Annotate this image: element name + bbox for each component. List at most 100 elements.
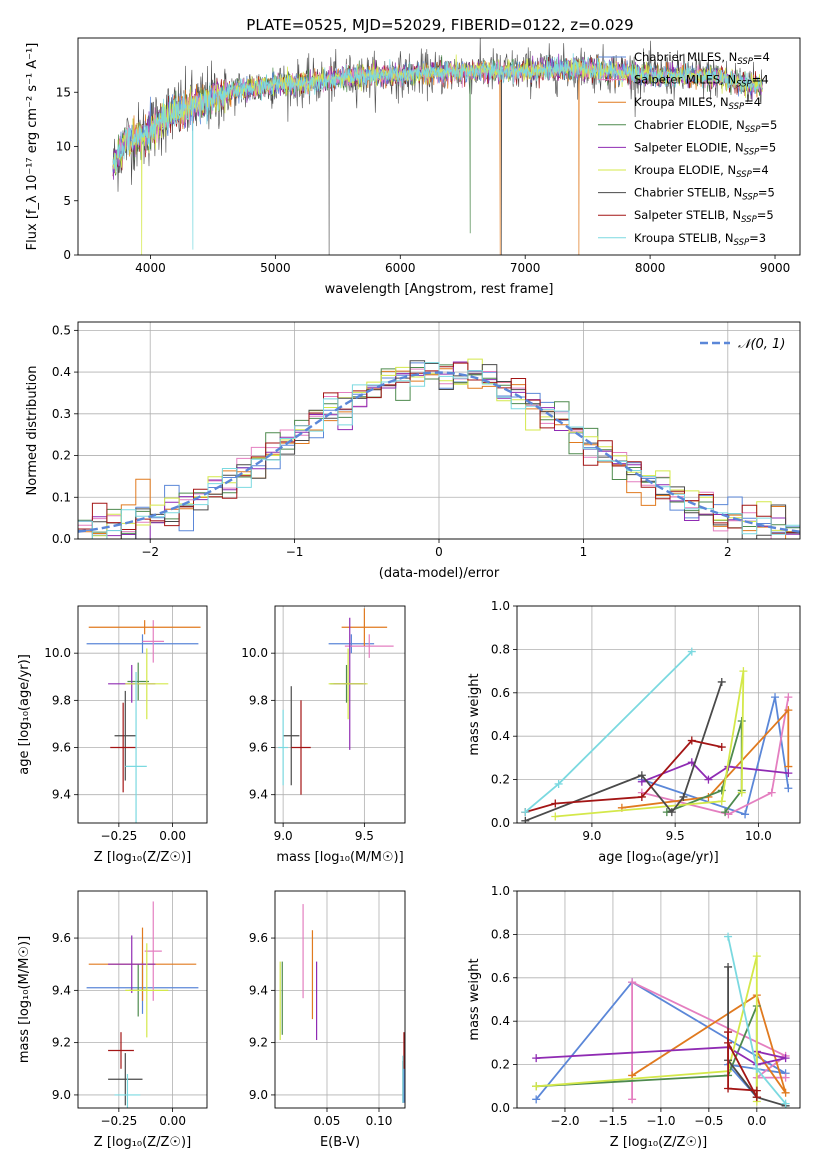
legend-entry-subscript: SSP xyxy=(742,193,758,203)
data-point xyxy=(781,1088,790,1097)
data-point xyxy=(551,812,560,821)
y-tick-label: 9.6 xyxy=(52,931,71,945)
errorbar-chabrier-elodie xyxy=(127,662,149,701)
legend-entry-tail: =4 xyxy=(752,73,769,87)
x-axis-label: wavelength [Angstrom, rest frame] xyxy=(325,282,554,297)
x-tick-label: 0 xyxy=(435,545,443,559)
weight-vs-age-plot-area xyxy=(521,647,793,823)
x-axis-label: Z [log₁₀(Z/Z☉)] xyxy=(94,1135,191,1150)
x-tick-label: 9.0 xyxy=(274,829,293,843)
x-tick-label: 9000 xyxy=(760,261,791,275)
axes-frame xyxy=(274,605,406,824)
data-point xyxy=(737,788,746,797)
x-axis-label: E(B-V) xyxy=(320,1135,360,1150)
data-point xyxy=(724,1028,733,1037)
legend-entry-text: Chabrier STELIB, N xyxy=(634,186,742,200)
legend-entry-subscript: SSP xyxy=(744,147,760,157)
axes-frame xyxy=(77,890,208,1109)
axes-frame xyxy=(516,890,801,1109)
x-tick-label: 6000 xyxy=(385,261,416,275)
y-tick-label: 9.8 xyxy=(249,693,268,707)
legend-entry-tail: =3 xyxy=(749,231,766,245)
weight-line-salpeter-miles-path xyxy=(641,696,790,816)
data-point xyxy=(752,1064,761,1073)
x-axis-label: Z [log₁₀(Z/Z☉)] xyxy=(94,850,191,865)
data-point xyxy=(687,736,696,745)
y-tick-label: 0.3 xyxy=(52,407,71,421)
legend-entry-subscript: SSP xyxy=(736,170,752,180)
data-point xyxy=(724,1038,733,1047)
y-tick-label: 1.0 xyxy=(491,599,510,613)
data-point xyxy=(667,808,676,817)
data-point xyxy=(784,706,793,715)
y-tick-label: 10.0 xyxy=(241,646,268,660)
age-vs-Z-plot-area xyxy=(86,620,201,823)
y-tick-label: 0.2 xyxy=(491,1058,510,1072)
data-point xyxy=(637,771,646,780)
y-tick-label: 0.8 xyxy=(491,927,510,941)
data-point xyxy=(721,808,730,817)
data-point xyxy=(784,769,793,778)
errorbar-kroupa-stelib xyxy=(278,709,288,786)
weight-line-salpeter-miles xyxy=(637,693,793,819)
data-point xyxy=(724,962,733,971)
weight-vs-age-panel: 9.0 9.5 10.0 0.0 0.2 0.4 0.6 0.8 1.0 age [log₁₀(a… xyxy=(467,599,801,865)
data-point xyxy=(724,1084,733,1093)
y-tick-label: 9.6 xyxy=(249,931,268,945)
legend-entry: Chabrier MILES, NSSP=4 xyxy=(634,50,770,67)
x-tick-label: 9.5 xyxy=(355,829,374,843)
data-point xyxy=(532,1082,541,1091)
histogram-kroupa-stelib xyxy=(78,362,800,539)
x-tick-label: 0.05 xyxy=(314,1114,341,1128)
y-tick-label: 9.0 xyxy=(249,1088,268,1102)
x-tick-label: −1.5 xyxy=(598,1114,627,1128)
errorbar-salpeter-stelib xyxy=(291,700,311,795)
weight-vs-Z-plot-area xyxy=(532,932,790,1108)
legend-entry: Chabrier ELODIE, NSSP=5 xyxy=(634,118,777,135)
y-axis-label: Flux [f_λ 10⁻¹⁷ erg cm⁻² s⁻¹ A⁻¹] xyxy=(25,43,40,251)
legend-entry: Salpeter ELODIE, NSSP=5 xyxy=(634,140,776,157)
legend-entry-subscript: SSP xyxy=(736,80,752,90)
gaussian-curve xyxy=(78,371,800,533)
x-tick-label: 0.00 xyxy=(159,1114,186,1128)
x-tick-label: 7000 xyxy=(510,261,541,275)
y-tick-label: 0.0 xyxy=(491,1101,510,1115)
x-tick-label: −0.5 xyxy=(694,1114,723,1128)
y-axis-label: mass weight xyxy=(467,673,482,755)
errorbar-chabrier-stelib xyxy=(114,690,137,781)
weight-line-chabrier-stelib xyxy=(521,677,726,823)
data-point xyxy=(717,743,726,752)
data-point xyxy=(739,667,748,676)
x-axis-label: (data-model)/error xyxy=(379,566,500,581)
y-tick-label: 9.4 xyxy=(249,788,268,802)
data-point xyxy=(781,1073,790,1082)
spectrum-panel: 4000 5000 6000 7000 8000 9000 0 5 10 15 wavelength… xyxy=(25,37,801,297)
x-tick-label: 0.0 xyxy=(747,1114,766,1128)
y-tick-label: 0.1 xyxy=(52,490,71,504)
age-vs-mass-panel: 9.0 9.5 9.4 9.6 9.8 10.0 mass [log₁₀(M/M☉)] xyxy=(241,605,406,865)
y-tick-label: 9.6 xyxy=(52,741,71,755)
weight-line-chabrier-stelib-path xyxy=(727,967,786,1107)
x-tick-label: 0.00 xyxy=(159,829,186,843)
y-tick-label: 0.5 xyxy=(52,323,71,337)
y-axis-label: mass weight xyxy=(467,958,482,1040)
y-axis-label: age [log₁₀(age/yr)] xyxy=(17,654,32,775)
legend-entry-tail: =5 xyxy=(758,186,775,200)
weight-line-salpeter-elodie xyxy=(637,758,793,786)
figure-title: PLATE=0525, MJD=52029, FIBERID=0122, z=0… xyxy=(246,16,633,34)
data-point xyxy=(532,1054,541,1063)
weight-line-kroupa-miles-path xyxy=(631,993,787,1094)
weight-line-chabrier-miles-path xyxy=(641,696,790,816)
x-tick-label: 9.0 xyxy=(582,829,601,843)
y-tick-label: 0 xyxy=(63,248,71,262)
y-tick-label: 15 xyxy=(56,85,71,99)
age-vs-Z-panel: −0.25 0.00 9.4 9.6 9.8 10.0 Z [log₁₀(Z/Z☉)] age… xyxy=(17,605,208,865)
legend-entry: Kroupa ELODIE, NSSP=4 xyxy=(634,163,769,180)
data-point xyxy=(784,693,793,702)
legend-entry-text: Kroupa ELODIE, N xyxy=(634,163,736,177)
y-tick-label: 9.8 xyxy=(52,693,71,707)
data-point xyxy=(717,677,726,686)
chart-layer: 4000 5000 6000 7000 8000 9000051015wavelength… xyxy=(17,37,801,1150)
legend: 𝒩(0, 1) xyxy=(700,337,785,352)
errorbar-salpeter-elodie xyxy=(108,935,156,993)
